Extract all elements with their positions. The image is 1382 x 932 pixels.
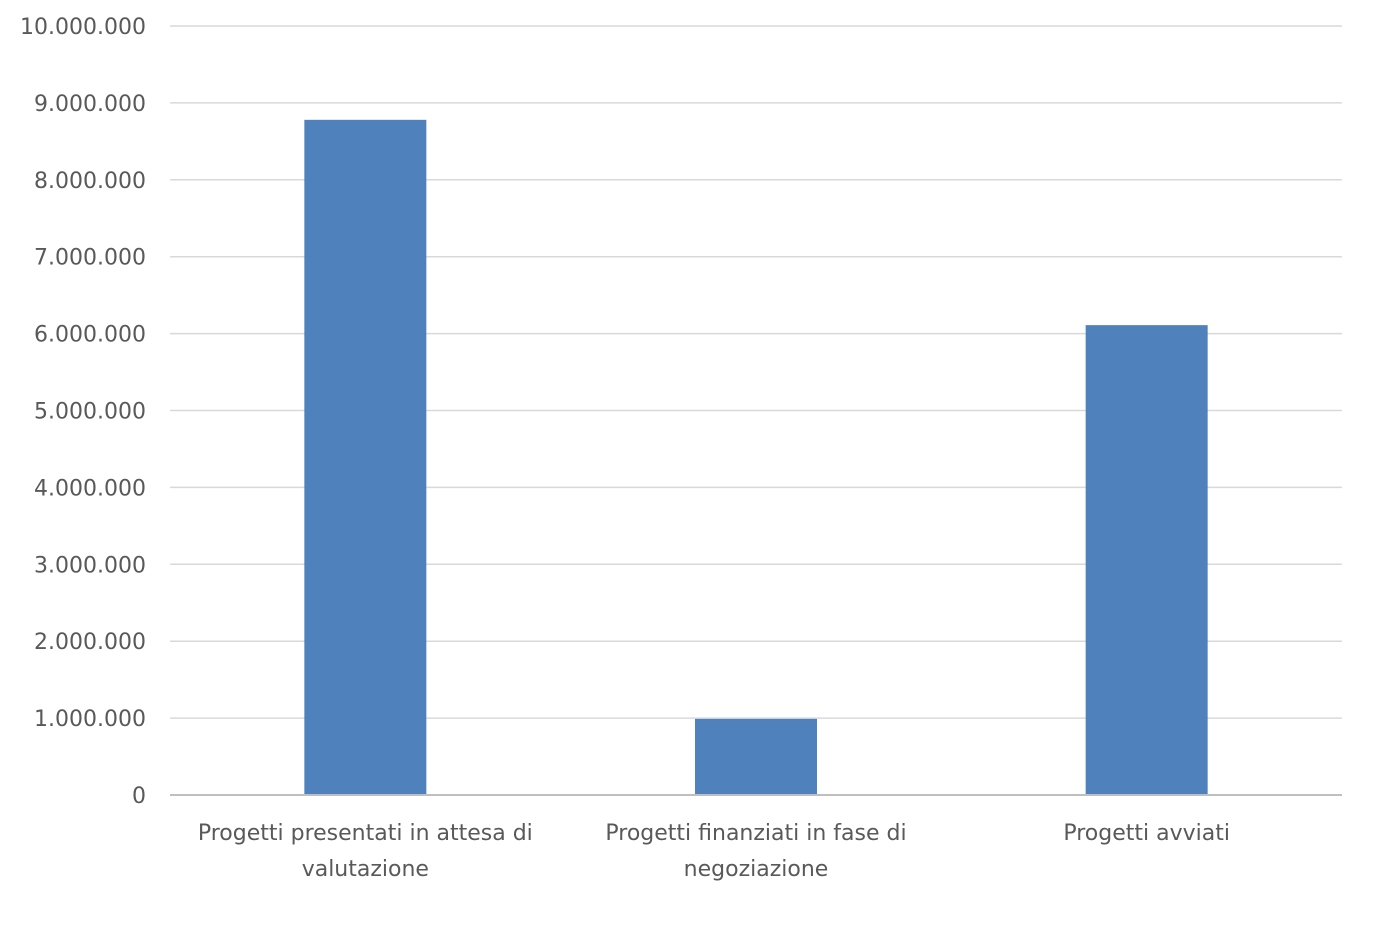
x-category-label: Progetti finanziati in fase di [605, 821, 906, 846]
y-tick-label: 1.000.000 [34, 707, 146, 732]
x-category-label: valutazione [302, 857, 429, 882]
y-tick-label: 2.000.000 [34, 630, 146, 655]
x-category-label: Progetti avviati [1063, 821, 1230, 846]
y-tick-label: 7.000.000 [34, 246, 146, 271]
y-tick-label: 5.000.000 [34, 400, 146, 425]
y-tick-label: 0 [132, 784, 146, 809]
y-axis-tick-labels: 0 1.000.000 2.000.000 3.000.000 4.000.000 5.0… [20, 15, 146, 809]
y-tick-label: 3.000.000 [34, 553, 146, 578]
y-tick-label: 4.000.000 [34, 476, 146, 501]
y-tick-label: 8.000.000 [34, 169, 146, 194]
bar [695, 718, 817, 795]
x-category-label: negoziazione [684, 857, 829, 882]
bar [1085, 325, 1208, 795]
x-axis-category-labels: Progetti presentati in attesa di valutazi… [198, 821, 1230, 882]
x-category-label: Progetti presentati in attesa di [198, 821, 533, 846]
y-tick-label: 9.000.000 [34, 92, 146, 117]
bars [304, 119, 1208, 796]
bar [304, 119, 427, 796]
y-tick-label: 10.000.000 [20, 15, 146, 40]
y-tick-label: 6.000.000 [34, 323, 146, 348]
